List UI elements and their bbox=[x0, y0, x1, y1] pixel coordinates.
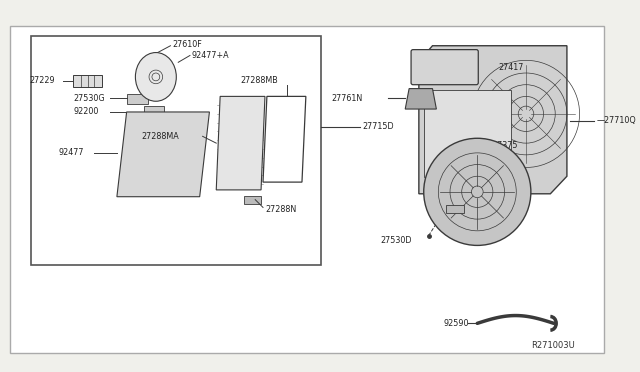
Text: —27710Q: —27710Q bbox=[596, 116, 636, 125]
Bar bbox=[144, 106, 164, 119]
Bar bbox=[243, 196, 261, 203]
Polygon shape bbox=[419, 46, 567, 194]
Polygon shape bbox=[216, 96, 265, 190]
Text: 27530D: 27530D bbox=[380, 236, 412, 245]
Bar bbox=[446, 205, 463, 213]
Text: 27715D: 27715D bbox=[362, 122, 394, 131]
Polygon shape bbox=[117, 112, 209, 197]
Text: R271003U: R271003U bbox=[531, 341, 575, 350]
Text: 27530G: 27530G bbox=[73, 94, 105, 103]
Text: 27288MA: 27288MA bbox=[141, 132, 179, 141]
Text: 27375: 27375 bbox=[492, 141, 517, 150]
Text: 27288N: 27288N bbox=[265, 205, 296, 214]
Text: 27229: 27229 bbox=[29, 76, 55, 85]
FancyBboxPatch shape bbox=[411, 49, 478, 85]
Bar bbox=[31, 36, 321, 265]
Text: 92477+A: 92477+A bbox=[192, 51, 230, 60]
Text: 92590: 92590 bbox=[444, 319, 468, 328]
Polygon shape bbox=[405, 89, 436, 109]
Text: 27417: 27417 bbox=[499, 62, 524, 72]
Text: 27761N: 27761N bbox=[331, 94, 362, 103]
Bar bbox=[73, 75, 102, 87]
Text: 92200: 92200 bbox=[73, 108, 99, 116]
Text: 27288MB: 27288MB bbox=[241, 76, 278, 85]
Text: 92477: 92477 bbox=[58, 148, 84, 157]
Bar bbox=[127, 94, 148, 104]
Ellipse shape bbox=[136, 52, 176, 101]
Ellipse shape bbox=[424, 138, 531, 246]
Text: 27610F: 27610F bbox=[172, 40, 202, 49]
Bar bbox=[424, 90, 511, 177]
